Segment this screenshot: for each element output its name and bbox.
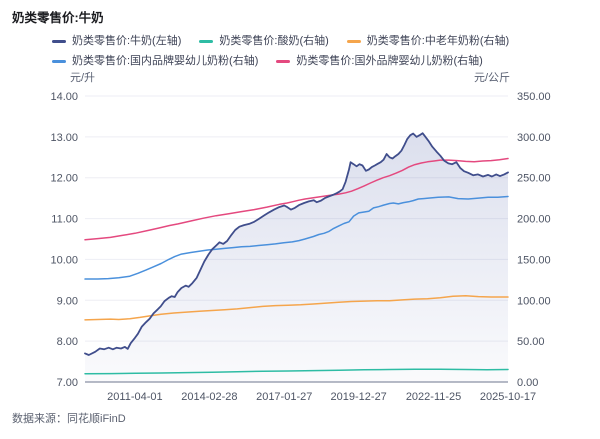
left-axis-tick-label: 7.00 xyxy=(57,377,78,389)
left-axis-tick-label: 12.00 xyxy=(50,173,78,185)
chart-legend: 奶类零售价:牛奶(左轴) 奶类零售价:酸奶(右轴) 奶类零售价:中老年奶粉(右轴) 奶… xyxy=(52,34,540,69)
series-line xyxy=(84,157,509,241)
data-source-note: 数据来源：同花顺iFinD xyxy=(12,413,126,425)
series-line xyxy=(84,295,509,321)
series-line xyxy=(84,195,509,280)
x-axis-tick-label: 2025-10-17 xyxy=(480,391,536,403)
right-axis-tick-label: 150.00 xyxy=(517,254,551,266)
page-title: 奶类零售价:牛奶 xyxy=(12,11,104,25)
legend-item-label: 奶类零售价:中老年奶粉(右轴) xyxy=(366,35,510,47)
right-axis-tick-label: 200.00 xyxy=(517,214,551,226)
right-axis-unit-label: 元/公斤 xyxy=(474,72,511,84)
x-axis-tick-label: 2019-12-27 xyxy=(331,391,387,403)
right-axis-tick-label: 300.00 xyxy=(517,132,551,144)
x-axis-tick-label: 2014-02-28 xyxy=(181,391,237,403)
legend-item[interactable]: 奶类零售价:牛奶(左轴) xyxy=(52,34,181,49)
legend-line-icon xyxy=(199,40,214,43)
legend-item[interactable]: 奶类零售价:中老年奶粉(右轴) xyxy=(346,34,510,49)
legend-item-label: 奶类零售价:国内品牌婴幼儿奶粉(右轴) xyxy=(72,55,259,67)
legend-line-icon xyxy=(276,60,291,63)
right-axis-tick-label: 0.00 xyxy=(517,377,538,389)
milk-price-area-fill xyxy=(85,133,508,382)
x-axis-tick-label: 2017-01-27 xyxy=(256,391,312,403)
left-axis-tick-label: 8.00 xyxy=(57,336,78,348)
legend-item-label: 奶类零售价:牛奶(左轴) xyxy=(72,35,182,47)
x-axis-tick-label: 2011-04-01 xyxy=(107,391,162,403)
series-line xyxy=(84,132,509,356)
series-line xyxy=(84,368,509,375)
left-axis-tick-label: 14.00 xyxy=(50,91,78,103)
legend-item[interactable]: 奶类零售价:国外品牌婴幼儿奶粉(右轴) xyxy=(276,54,483,69)
x-axis-tick-label: 2022-11-25 xyxy=(406,391,461,403)
legend-item-label: 奶类零售价:国外品牌婴幼儿奶粉(右轴) xyxy=(296,55,483,67)
legend-item[interactable]: 奶类零售价:酸奶(右轴) xyxy=(199,34,329,49)
legend-line-icon xyxy=(52,40,66,43)
legend-item[interactable]: 奶类零售价:国内品牌婴幼儿奶粉(右轴) xyxy=(52,54,258,69)
left-axis-tick-label: 9.00 xyxy=(57,295,78,307)
legend-line-icon xyxy=(346,40,361,43)
left-axis-tick-label: 13.00 xyxy=(50,132,78,144)
legend-line-icon xyxy=(52,60,66,63)
left-axis-tick-label: 10.00 xyxy=(50,254,78,266)
right-axis-tick-label: 350.00 xyxy=(517,91,551,103)
right-axis-tick-label: 250.00 xyxy=(517,173,551,185)
right-axis-tick-label: 100.00 xyxy=(517,295,551,307)
legend-item-label: 奶类零售价:酸奶(右轴) xyxy=(219,35,329,47)
right-axis-tick-label: 50.00 xyxy=(517,336,545,348)
left-axis-tick-label: 11.00 xyxy=(51,214,78,226)
left-axis-unit-label: 元/升 xyxy=(70,72,96,84)
